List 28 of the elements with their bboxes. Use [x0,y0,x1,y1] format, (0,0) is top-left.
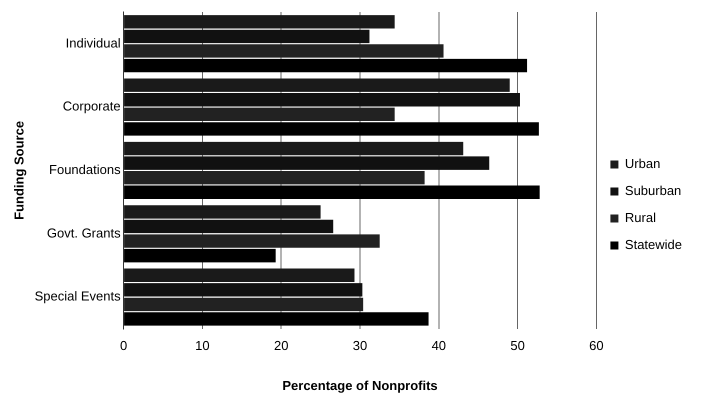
bar [124,312,429,326]
y-tick-label: Govt. Grants [46,225,122,240]
legend-label: Statewide [624,237,682,252]
bar [124,170,425,184]
y-tick-label: Corporate [62,98,121,114]
y-tick-label: Foundations [49,162,122,177]
legend-label: Rural [624,210,656,226]
x-tick-label: 0 [120,338,128,354]
x-tick-label: 40 [432,338,446,354]
x-tick-label: 30 [352,338,368,354]
x-tick-label: 60 [589,338,604,354]
bar [124,122,539,136]
bar [124,108,395,122]
y-axis-title: Funding Source [11,120,26,220]
y-tick-label: Special Events [34,288,122,304]
legend-label: Suburban [624,183,682,198]
y-tick-label: Individual [66,35,121,50]
x-tick-label: 10 [195,338,210,354]
bar [124,58,528,72]
bar [124,298,364,312]
x-axis-title: Percentage of Nonprofits [282,378,438,393]
bar [124,234,380,248]
x-tick-label: 50 [510,338,525,354]
bar [124,248,276,262]
bar [124,44,444,58]
legend-label: Urban [624,156,660,172]
x-tick-label: 20 [274,338,288,354]
bar [124,186,540,199]
